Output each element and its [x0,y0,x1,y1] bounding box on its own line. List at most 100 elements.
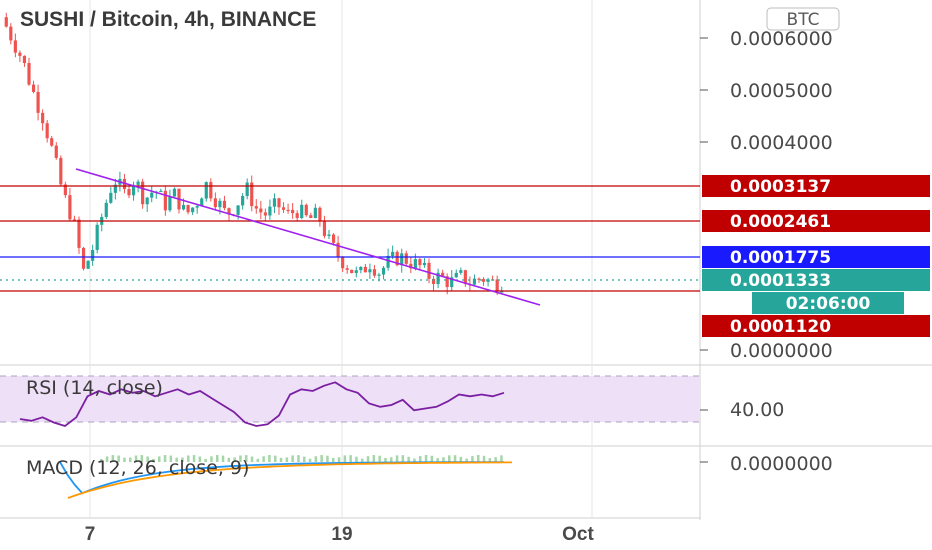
candle-body [68,195,72,220]
candle-body [218,200,222,208]
candle-body [131,184,136,196]
macd-histogram-bar [465,458,468,462]
candle-body [145,197,149,205]
macd-histogram-bar [361,458,364,462]
price-badge [702,269,930,291]
macd-histogram-bar [117,455,120,462]
macd-histogram-bar [332,457,335,462]
candle-body [136,181,140,185]
macd-histogram-bar [430,455,434,462]
macd-histogram-bar [175,457,178,462]
candle-body [304,204,308,216]
macd-histogram-bar [372,455,376,462]
candle-body [459,270,463,273]
candle-body [200,198,204,207]
candle-body [54,145,58,158]
macd-histogram-bar [494,457,497,462]
macd-histogram-bar [355,456,358,462]
candle-body [104,202,108,217]
candle-body [363,266,367,273]
macd-histogram-bar [308,458,312,462]
macd-histogram-bar [285,457,289,462]
candle-body [336,242,340,258]
macd-histogram-bar [442,457,445,462]
candle-body [168,196,172,211]
macd-histogram-bar [146,456,149,462]
macd-histogram-bar [488,458,492,462]
macd-value-label: 0.0000000 [730,453,833,475]
candle-body [341,257,345,269]
price-badge-label: 0.0001775 [730,248,831,268]
candle-body [150,192,154,198]
price-badges: 0.0003137 0.0002461 0.0001775 0.0001333 0.00… [702,175,930,337]
candle-body [463,270,467,285]
candle-body [500,291,504,293]
candle-body [31,84,36,92]
candle-body [186,204,190,213]
macd-histogram-bar [233,457,236,462]
macd-histogram-bar [314,456,318,462]
currency-button[interactable] [766,7,840,31]
y-tick-label: 0.0006000 [730,28,833,50]
x-tick-label: 19 [331,524,352,545]
candle-body [59,157,63,185]
candle-body [418,259,422,266]
descending-trendline[interactable] [75,168,541,306]
candle-body [350,269,354,274]
macd-histogram-bar [100,459,103,462]
macd-histogram-bar [216,455,219,462]
time-axis[interactable]: 7 19 Oct [85,524,595,545]
candle-body [45,123,49,139]
candle-body [141,181,145,205]
price-badge [702,175,930,197]
candle-body [391,251,395,256]
candle-body [268,206,272,216]
macd-histogram-bar [123,457,126,462]
candle-body [354,270,358,274]
candle-body [113,184,117,193]
x-tick-label: Oct [562,524,594,545]
candle-body [291,209,295,214]
price-badge [702,315,930,337]
macd-histogram-bar [366,456,370,462]
candle-body [222,200,227,209]
price-axis[interactable]: 0.0006000 0.0005000 0.0004000 0.0000000 [700,28,833,362]
candle-body [309,215,313,218]
candle-body [36,91,40,113]
price-badge-label: 0.0001333 [730,271,831,291]
macd-histogram [100,455,503,462]
macd-histogram-bar [210,456,213,462]
candle-body [77,219,81,248]
macd-histogram-bar [221,455,225,462]
macd-histogram-bar [192,455,196,462]
macd-histogram-bar [500,455,503,462]
candle-body [295,213,299,218]
candle-body [195,206,199,208]
candle-body [377,274,381,276]
candle-body [227,208,231,215]
macd-histogram-bar [459,456,463,462]
currency-button-label: BTC [787,10,820,30]
macd-histogram-bar [407,456,410,462]
y-tick-label: 0.0005000 [730,80,833,102]
macd-histogram-bar [384,457,387,462]
macd-histogram-bar [105,456,109,462]
horizontal-levels [0,185,700,292]
macd-histogram-bar [297,455,300,462]
candle-body [427,262,431,279]
candle-body [72,219,77,221]
macd-histogram-bar [436,458,439,462]
candle-body [191,207,195,213]
candle-body [204,182,208,199]
candle-body [431,278,436,285]
macd-histogram-bar [477,455,480,462]
candle-body [127,189,131,196]
candle-body [245,182,249,196]
rsi-line [19,381,505,427]
candle-body [372,269,377,276]
macd-histogram-bar [134,455,138,462]
rsi-label: RSI (14, close) [26,377,163,399]
candle-body [422,262,427,266]
x-tick-label: 7 [85,524,96,545]
